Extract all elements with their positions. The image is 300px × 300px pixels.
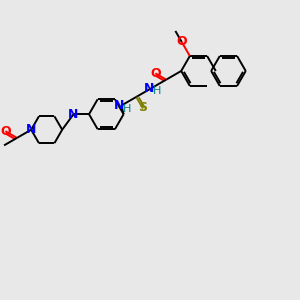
Text: N: N (144, 82, 154, 95)
Text: N: N (26, 123, 36, 136)
Text: O: O (0, 125, 11, 138)
Text: S: S (139, 100, 148, 114)
Text: H: H (153, 86, 161, 96)
Text: N: N (68, 108, 79, 121)
Text: O: O (176, 35, 187, 48)
Text: O: O (150, 67, 161, 80)
Text: H: H (123, 103, 131, 114)
Text: N: N (114, 99, 124, 112)
